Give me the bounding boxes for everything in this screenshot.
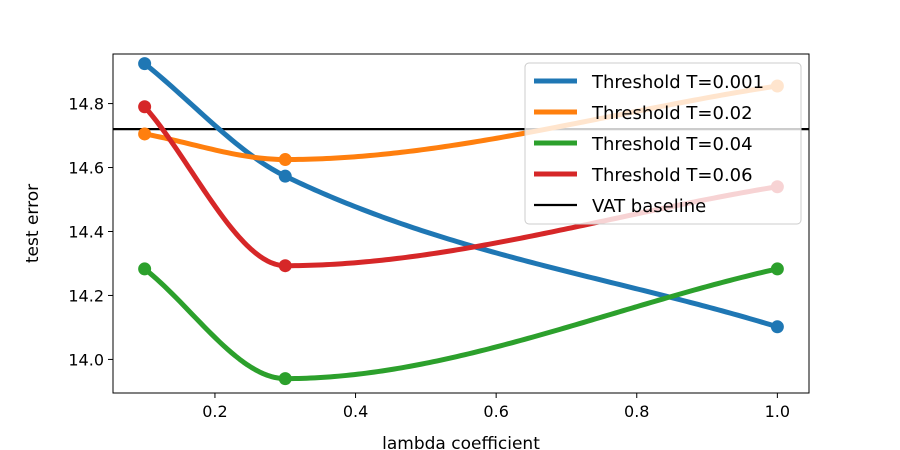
series-1-point bbox=[278, 153, 292, 167]
series-2-point bbox=[138, 262, 152, 276]
series-3-point bbox=[138, 100, 152, 114]
x-tick-label: 0.4 bbox=[343, 402, 368, 421]
legend-label: VAT baseline bbox=[592, 196, 706, 217]
y-tick-label: 14.8 bbox=[68, 95, 104, 114]
y-tick-label: 14.4 bbox=[68, 222, 104, 241]
x-axis: 0.2 0.4 0.6 0.8 1.0 bbox=[202, 393, 790, 421]
y-tick-label: 14.6 bbox=[68, 159, 104, 178]
plot-area-frame bbox=[112, 53, 810, 394]
x-tick-label: 1.0 bbox=[765, 402, 790, 421]
x-tick-label: 0.2 bbox=[202, 402, 227, 421]
legend-label: Threshold T=0.001 bbox=[591, 72, 764, 93]
series-2-line bbox=[142, 266, 780, 382]
y-axis-label: test error bbox=[23, 184, 43, 263]
legend-box bbox=[524, 62, 802, 225]
legend-label: Threshold T=0.02 bbox=[591, 103, 753, 124]
series-2-point bbox=[770, 262, 784, 276]
y-tick-label: 14.2 bbox=[68, 286, 104, 305]
y-axis: 14.0 14.2 14.4 14.6 14.8 bbox=[68, 95, 113, 369]
y-tick-label: 14.0 bbox=[68, 350, 104, 369]
legend-label: Threshold T=0.04 bbox=[591, 134, 753, 155]
legend-label: Threshold T=0.06 bbox=[591, 165, 753, 186]
series-1-point bbox=[138, 127, 152, 141]
legend: Threshold T=0.001 Threshold T=0.02 Thresho… bbox=[524, 62, 802, 225]
series-0-point bbox=[278, 169, 292, 183]
series-2-point bbox=[278, 372, 292, 386]
series-3-point bbox=[278, 259, 292, 273]
x-tick-label: 0.6 bbox=[483, 402, 508, 421]
x-axis-label: lambda coefficient bbox=[382, 434, 540, 450]
x-tick-label: 0.8 bbox=[624, 402, 649, 421]
series-0-point bbox=[770, 320, 784, 334]
series-0-point bbox=[138, 57, 152, 71]
